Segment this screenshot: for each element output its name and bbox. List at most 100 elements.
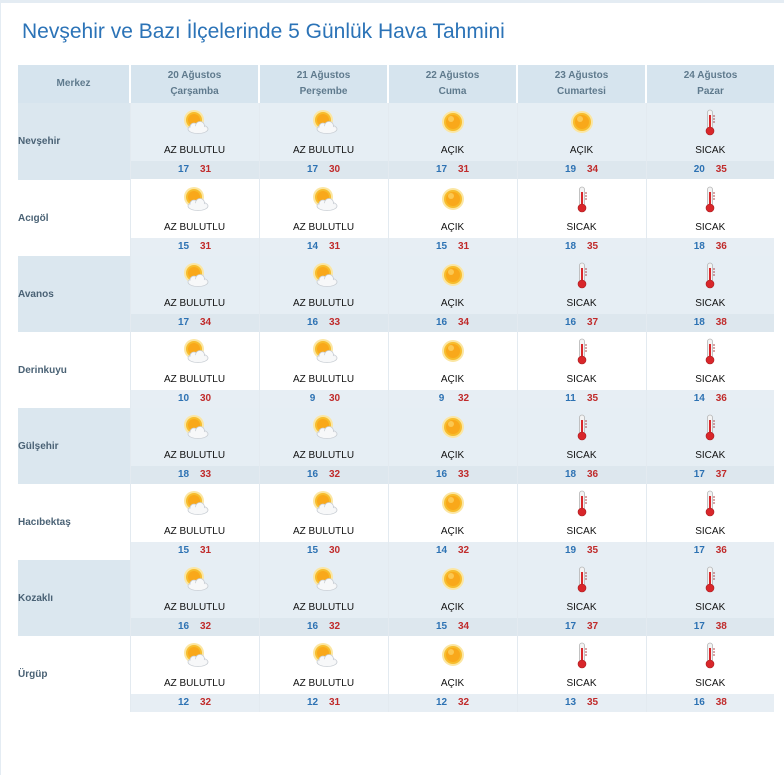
header-row: Merkez 20 Ağustos Çarşamba 21 Ağustos Perş… — [18, 65, 774, 103]
thermometer-icon — [695, 185, 725, 213]
temperature-band: 16 32 — [259, 466, 388, 484]
max-temperature: 37 — [586, 621, 599, 632]
temperature-band: 15 31 — [130, 542, 259, 560]
condition-text: SICAK — [695, 145, 726, 156]
header-weekday: Çarşamba — [170, 86, 219, 97]
thermometer-icon — [695, 565, 725, 593]
condition-text: SICAK — [695, 602, 726, 613]
header-day-3: 22 Ağustos Cuma — [388, 65, 518, 103]
sun-icon — [438, 185, 468, 213]
partly-cloudy-icon — [309, 185, 339, 213]
forecast-cell: SICAK 17 36 — [645, 484, 774, 560]
forecast-cell-top: AÇIK — [517, 103, 646, 161]
forecast-cell: AZ BULUTLU 10 30 — [129, 332, 259, 408]
min-temperature: 12 — [177, 697, 190, 708]
forecast-cell-top: AZ BULUTLU — [260, 484, 388, 542]
condition-text: AZ BULUTLU — [292, 374, 355, 385]
min-temperature: 18 — [177, 469, 190, 480]
max-temperature: 31 — [199, 545, 212, 556]
min-temperature: 9 — [309, 393, 316, 404]
district-name: Gülşehir — [18, 408, 130, 484]
condition-text: AÇIK — [440, 298, 465, 309]
forecast-cell: AZ BULUTLU 15 30 — [258, 484, 388, 560]
temperature-band: 15 34 — [388, 618, 517, 636]
thermometer-icon — [567, 489, 597, 517]
min-temperature: 17 — [693, 621, 705, 632]
forecast-cell: AZ BULUTLU 14 31 — [258, 180, 388, 256]
header-weekday: Perşembe — [299, 86, 348, 97]
max-temperature: 31 — [199, 241, 212, 252]
condition-text: SICAK — [566, 678, 597, 689]
min-temperature: 15 — [177, 545, 190, 556]
min-temperature: 16 — [306, 469, 319, 480]
min-temperature: 16 — [435, 317, 448, 328]
header-day-1: 20 Ağustos Çarşamba — [130, 65, 260, 103]
temperature-band: 13 35 — [517, 694, 646, 712]
table-row: Derinkuyu AZ BULUTLU 10 30 AZ BULUTLU 9 30 AÇIK… — [18, 332, 774, 408]
temperature-band: 17 38 — [646, 618, 774, 636]
max-temperature: 38 — [715, 317, 727, 328]
table-row: Kozaklı AZ BULUTLU 16 32 AZ BULUTLU 16 32 AÇIK 1… — [18, 560, 774, 636]
temperature-band: 9 30 — [259, 390, 388, 408]
condition-text: AZ BULUTLU — [163, 374, 226, 385]
partly-cloudy-icon — [180, 261, 210, 289]
forecast-cell: AÇIK 9 32 — [387, 332, 517, 408]
forecast-cell-top: SICAK — [518, 484, 646, 542]
condition-text: SICAK — [566, 374, 597, 385]
forecast-cell: SICAK 17 37 — [645, 408, 774, 484]
max-temperature: 36 — [586, 469, 599, 480]
max-temperature: 36 — [715, 393, 727, 404]
min-temperature: 18 — [564, 241, 577, 252]
forecast-cell-top: SICAK — [646, 560, 774, 618]
max-temperature: 33 — [199, 469, 212, 480]
sun-icon — [438, 641, 468, 669]
forecast-cell: AZ BULUTLU 17 31 — [129, 103, 259, 180]
condition-text: AZ BULUTLU — [292, 526, 355, 537]
condition-text: AZ BULUTLU — [292, 602, 355, 613]
temperature-band: 12 31 — [259, 694, 388, 712]
thermometer-icon — [567, 641, 597, 669]
forecast-cell-top: AÇIK — [388, 256, 517, 314]
condition-text: AÇIK — [569, 145, 594, 156]
forecast-cell-top: AZ BULUTLU — [260, 636, 388, 694]
district-name: Nevşehir — [18, 103, 130, 180]
max-temperature: 32 — [457, 393, 470, 404]
forecast-cell-top: SICAK — [517, 256, 646, 314]
temperature-band: 16 37 — [517, 314, 646, 332]
condition-text: SICAK — [695, 374, 726, 385]
forecast-cell-top: AÇIK — [389, 636, 517, 694]
condition-text: AZ BULUTLU — [163, 678, 226, 689]
min-temperature: 9 — [438, 393, 445, 404]
condition-text: AZ BULUTLU — [292, 298, 355, 309]
max-temperature: 30 — [328, 545, 341, 556]
forecast-cell: AZ BULUTLU 12 32 — [129, 636, 259, 712]
forecast-cell: AÇIK 15 31 — [387, 180, 517, 256]
condition-text: AZ BULUTLU — [163, 222, 226, 233]
header-date: 20 Ağustos — [167, 70, 222, 81]
sun-icon — [567, 108, 597, 136]
condition-text: AZ BULUTLU — [163, 526, 226, 537]
header-weekday: Cuma — [438, 86, 467, 97]
sun-icon — [438, 261, 468, 289]
temperature-band: 17 37 — [517, 618, 646, 636]
partly-cloudy-icon — [180, 489, 210, 517]
temperature-band: 10 30 — [130, 390, 259, 408]
condition-text: AZ BULUTLU — [292, 678, 355, 689]
thermometer-icon — [695, 337, 725, 365]
partly-cloudy-icon — [309, 413, 339, 441]
partly-cloudy-icon — [180, 185, 210, 213]
forecast-cell: SICAK 19 35 — [516, 484, 646, 560]
forecast-cell-top: AÇIK — [388, 408, 517, 466]
forecast-cell: SICAK 16 37 — [516, 256, 646, 332]
max-temperature: 32 — [199, 621, 212, 632]
temperature-band: 19 35 — [517, 542, 646, 560]
temperature-band: 17 34 — [130, 314, 259, 332]
district-name: Kozaklı — [18, 560, 130, 636]
thermometer-icon — [567, 337, 597, 365]
max-temperature: 35 — [586, 697, 599, 708]
thermometer-icon — [695, 261, 725, 289]
forecast-cell: AÇIK 12 32 — [387, 636, 517, 712]
thermometer-icon — [567, 185, 597, 213]
table-row: Nevşehir AZ BULUTLU 17 31 AZ BULUTLU 17 30 AÇIK… — [18, 103, 774, 180]
min-temperature: 10 — [177, 393, 190, 404]
